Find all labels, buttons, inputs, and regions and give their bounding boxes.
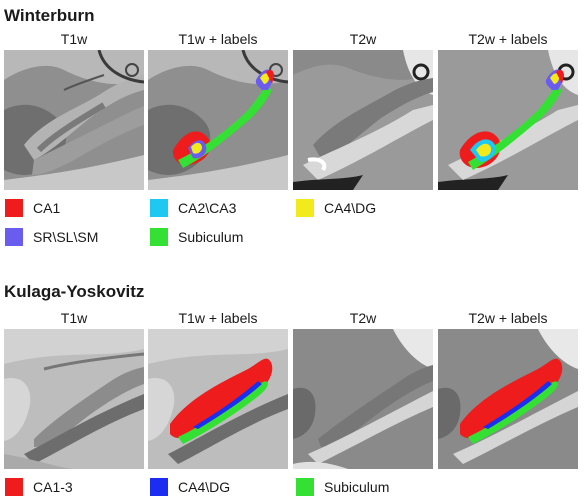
column-header-t2w: T2w	[349, 310, 377, 326]
legend-item-sr-sl-sm: SR\SL\SM	[5, 228, 98, 246]
column-header-t1w: T1w	[60, 31, 88, 47]
mri-t2w-image	[293, 329, 433, 469]
legend-swatch	[5, 478, 23, 496]
legend-swatch	[5, 199, 23, 217]
legend-label: Subiculum	[178, 229, 244, 245]
legend-item-ca4-dg: CA4\DG	[296, 199, 376, 217]
legend-label: CA2\CA3	[178, 200, 237, 216]
mri-t1w-labels-image	[148, 50, 288, 190]
column-header-t1w: T1w	[60, 310, 88, 326]
mri-t1w-image	[4, 50, 144, 190]
legend-swatch	[150, 478, 168, 496]
mri-t2w-labels-image	[438, 50, 578, 190]
column-header-t2w-labels: T2w + labels	[468, 310, 548, 326]
legend-item-subiculum: Subiculum	[296, 478, 389, 496]
legend-item-subiculum: Subiculum	[150, 228, 243, 246]
column-header-t2w: T2w	[349, 31, 377, 47]
mri-t2w-labels-image	[438, 329, 578, 469]
column-header-t2w-labels: T2w + labels	[468, 31, 548, 47]
section-title-kulaga-yoskovitz: Kulaga-Yoskovitz	[4, 282, 145, 301]
legend-swatch	[5, 228, 23, 246]
legend-item-ca2-ca3: CA2\CA3	[150, 199, 236, 217]
legend-swatch	[150, 199, 168, 217]
column-header-t1w-labels: T1w + labels	[178, 310, 258, 326]
legend-label: CA4\DG	[324, 200, 377, 216]
mri-t2w-image	[293, 50, 433, 190]
legend-item-ca1: CA1	[5, 199, 60, 217]
legend-label: SR\SL\SM	[33, 229, 99, 245]
section-title-winterburn: Winterburn	[4, 6, 95, 25]
legend-label: CA1-3	[33, 479, 73, 495]
column-header-t1w-labels: T1w + labels	[178, 31, 258, 47]
legend-label: CA4\DG	[178, 479, 231, 495]
legend-swatch	[150, 228, 168, 246]
mri-t1w-image	[4, 329, 144, 469]
legend-item-ca1-3: CA1-3	[5, 478, 73, 496]
legend-item-ca4-dg: CA4\DG	[150, 478, 230, 496]
legend-swatch	[296, 478, 314, 496]
legend-swatch	[296, 199, 314, 217]
legend-label: Subiculum	[324, 479, 390, 495]
legend-label: CA1	[33, 200, 61, 216]
mri-t1w-labels-image	[148, 329, 288, 469]
